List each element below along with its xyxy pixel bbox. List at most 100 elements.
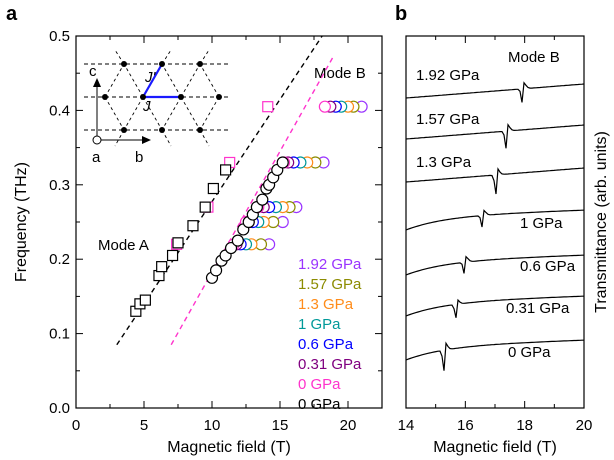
lattice-site	[140, 94, 146, 100]
lattice-dashed-bond	[104, 96, 125, 131]
bond-jprime	[142, 63, 163, 98]
lattice-dashed-bond	[123, 96, 144, 131]
lattice-site	[216, 94, 222, 100]
x-tick-label: 0	[72, 417, 80, 434]
pressure-labels: 1.92 GPa 1.57 GPa 1.3 GPa 1 GPa 0.6 GPa 0.31 …	[416, 67, 576, 361]
circle-data-point	[256, 193, 269, 206]
y-tick-label: 0.5	[49, 28, 70, 45]
circle-data-point	[224, 241, 238, 255]
x-tick-label: 15	[272, 417, 289, 434]
legend-item: 1 GPa	[298, 316, 341, 333]
lattice-dashed-bond	[161, 96, 182, 131]
lattice-dashed-bond	[180, 96, 201, 131]
pressure-label: 1.57 GPa	[416, 111, 480, 128]
axis-c-arrowhead-icon	[93, 78, 101, 87]
panel-b-ticks: 14 16 18 20	[398, 36, 593, 434]
lattice-site	[159, 61, 165, 67]
circle-data-point	[276, 156, 289, 169]
fit-line	[170, 54, 336, 346]
lattice-site	[121, 127, 127, 133]
panel-a-chart: 0 5 10 15 20 0.0 0.1 0.2 0.3 0.4 0.5 c a b J' J Mo…	[13, 28, 383, 456]
lattice-dashed-bond	[199, 96, 220, 131]
transmittance-trace	[405, 209, 584, 231]
axis-c-label: c	[89, 63, 97, 80]
y-tick-label: 0.4	[49, 102, 70, 119]
lattice-dashed-bond	[180, 63, 201, 98]
panel-b-mode-label: Mode B	[508, 49, 560, 66]
legend-item: 1.57 GPa	[298, 276, 362, 293]
panel-b-letter: b	[395, 3, 407, 25]
pressure-label: 1 GPa	[520, 215, 563, 232]
pressure-label: 0.6 GPa	[520, 258, 576, 275]
pressure-label: 0 GPa	[508, 344, 551, 361]
legend-item: 0 GPa	[298, 376, 341, 393]
y-tick-label: 0.2	[49, 251, 70, 268]
panel-a-x-axis-label: Magnetic field (T)	[167, 439, 291, 456]
pressure-label: 1.92 GPa	[416, 67, 480, 84]
lattice-site	[197, 127, 203, 133]
x-tick-label: 16	[457, 417, 474, 434]
circle-data-point	[209, 264, 223, 277]
transmittance-trace	[405, 167, 585, 195]
square-data-point	[187, 220, 199, 232]
mode-a-label: Mode A	[98, 237, 149, 254]
square-data-point	[262, 101, 274, 113]
legend-item: 0 GPa	[298, 396, 341, 413]
circle-data-point	[318, 100, 331, 113]
x-tick-label: 20	[576, 417, 593, 434]
x-tick-label: 18	[516, 417, 533, 434]
axis-a-origin-icon	[92, 135, 102, 145]
lattice-dashed-bond	[123, 63, 144, 98]
legend-item: 1.92 GPa	[298, 256, 362, 273]
lattice-site	[159, 127, 165, 133]
square-data-point	[199, 201, 211, 213]
x-tick-label: 14	[398, 417, 415, 434]
bond-jprime-label: J'	[144, 69, 157, 86]
fit-line	[116, 35, 323, 346]
transmittance-trace	[405, 254, 584, 276]
square-data-point	[220, 164, 232, 176]
lattice-dashed-bond	[161, 63, 182, 98]
panel-b-x-axis-label: Magnetic field (T)	[433, 439, 557, 456]
square-data-point	[156, 261, 168, 273]
lattice-dashed-bond	[142, 96, 163, 131]
pressure-legend: 1.92 GPa 1.57 GPa 1.3 GPa 1 GPa 0.6 GPa …	[298, 256, 362, 413]
panel-a-data-points	[130, 100, 368, 317]
square-data-point	[172, 237, 184, 249]
pressure-label: 1.3 GPa	[416, 154, 472, 171]
bond-j-label: J	[142, 98, 151, 115]
mode-b-label: Mode B	[314, 65, 366, 82]
lattice-inset: c a b J' J	[84, 49, 230, 166]
lattice-dashed-bond	[199, 63, 220, 98]
lattice-site	[197, 61, 203, 67]
transmittance-trace	[405, 122, 585, 149]
pressure-label: 0.31 GPa	[506, 300, 570, 317]
x-tick-label: 5	[140, 417, 148, 434]
y-tick-label: 0.3	[49, 177, 70, 194]
triangular-lattice	[84, 49, 230, 147]
panel-b-y-axis-label: Transmittance (arb. units)	[593, 131, 610, 313]
panel-a-y-axis-label: Frequency (THz)	[13, 162, 30, 282]
axis-b-label: b	[135, 149, 143, 166]
square-data-point	[207, 182, 219, 195]
legend-item: 0.6 GPa	[298, 336, 354, 353]
transmittance-traces	[405, 81, 585, 371]
panel-a-fit-lines	[116, 35, 336, 346]
transmittance-trace	[405, 295, 584, 318]
legend-item: 1.3 GPa	[298, 296, 354, 313]
panel-a-letter: a	[6, 3, 18, 25]
square-data-point	[166, 249, 179, 262]
lattice-site	[121, 61, 127, 67]
y-tick-label: 0.1	[49, 326, 70, 343]
axis-b-arrowhead-icon	[142, 136, 151, 144]
square-data-point	[139, 294, 151, 306]
lattice-site	[102, 94, 108, 100]
circle-data-point	[231, 234, 244, 247]
panel-b-chart: 14 16 18 20 1.92 GPa 1.57 GPa 1.3 GPa 1 GPa 0.6…	[398, 35, 610, 456]
x-tick-label: 20	[340, 417, 357, 434]
legend-item: 0.31 GPa	[298, 356, 362, 373]
lattice-site	[178, 94, 184, 100]
transmittance-trace	[405, 339, 584, 371]
lattice-dashed-bond	[104, 63, 125, 98]
